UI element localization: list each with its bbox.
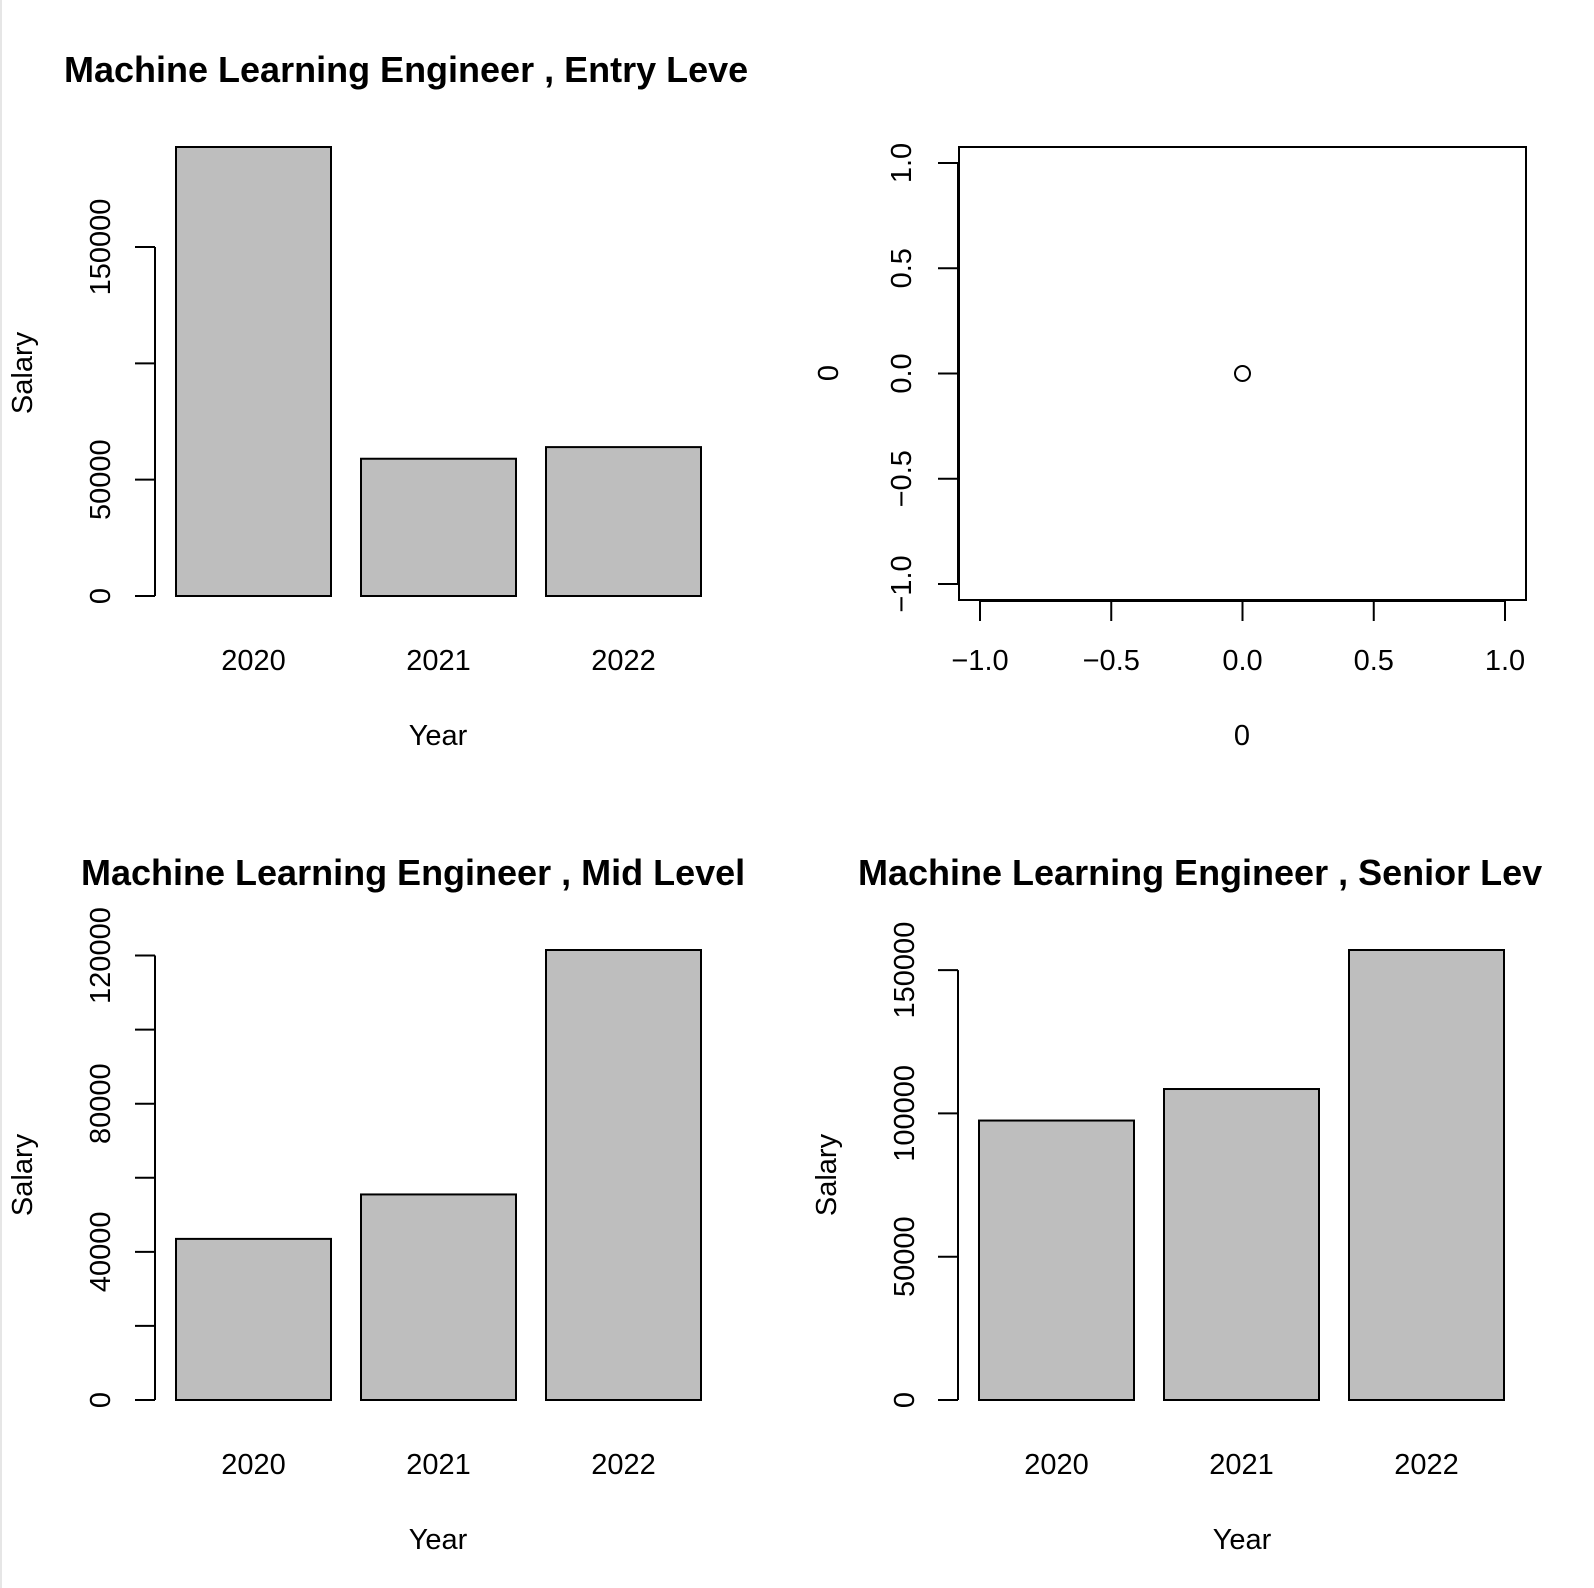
- y-tick-label: 40000: [85, 1212, 117, 1293]
- y-tick-label: 50000: [889, 1216, 921, 1297]
- bar-2020: [978, 1119, 1135, 1401]
- y-tick-label: 80000: [85, 1063, 117, 1144]
- x-tick-label: 2022: [591, 1449, 656, 1481]
- chart-title: Machine Learning Engineer , Entry Leve: [64, 49, 748, 90]
- x-tick-label: 2020: [1024, 1449, 1089, 1481]
- left-edge-divider: [0, 0, 2, 1588]
- x-tick-label: 2021: [406, 645, 471, 677]
- y-tick-label: 150000: [889, 922, 921, 1019]
- plot-frame: [958, 146, 1527, 601]
- chart-title: Machine Learning Engineer , Senior Lev: [858, 852, 1542, 893]
- x-axis-title: Year: [1213, 1524, 1272, 1556]
- chart-title: Machine Learning Engineer , Mid Level: [81, 852, 745, 893]
- x-tick-label: 2020: [221, 645, 286, 677]
- y-tick-label: −0.5: [886, 450, 918, 507]
- x-tick-label: 0.0: [1222, 645, 1262, 677]
- chart-panel-3: Machine Learning Engineer , Mid Level 202…: [7, 852, 745, 1556]
- x-axis-title: 0: [1234, 720, 1250, 752]
- x-tick-label: −0.5: [1083, 645, 1140, 677]
- bar-2021: [1163, 1088, 1320, 1401]
- data-point: [1234, 365, 1251, 382]
- bar-2020: [175, 1237, 332, 1402]
- x-tick-label: 2022: [591, 645, 656, 677]
- bar-2022: [545, 446, 702, 597]
- x-axis-title: Year: [409, 720, 468, 752]
- y-axis-title: Salary: [811, 1133, 843, 1216]
- y-tick-label: 100000: [889, 1065, 921, 1162]
- x-tick-label: 1.0: [1485, 645, 1525, 677]
- bar-2020: [175, 146, 332, 597]
- x-tick-label: 2022: [1394, 1449, 1459, 1481]
- x-tick-label: 2020: [221, 1449, 286, 1481]
- y-axis-title: Salary: [7, 1133, 39, 1216]
- x-tick-label: 2021: [406, 1449, 471, 1481]
- y-axis-title: 0: [813, 365, 845, 381]
- x-axis-title: Year: [409, 1524, 468, 1556]
- y-tick-label: 0.0: [886, 353, 918, 393]
- chart-panel-2: −1.0 −0.5 0.0 0.5 1.0 −1.0 −0.5 0.0 0.5 1.0 0 0: [813, 143, 1527, 752]
- bar-2021: [360, 457, 517, 597]
- x-tick-label: 0.5: [1354, 645, 1394, 677]
- bar-2021: [360, 1193, 517, 1402]
- y-tick-label: 0: [85, 588, 117, 604]
- chart-panel-4: Machine Learning Engineer , Senior Lev 20…: [811, 852, 1542, 1556]
- y-tick-label: 120000: [85, 907, 117, 1004]
- bar-2022: [545, 949, 702, 1401]
- bar-2022: [1348, 949, 1505, 1401]
- y-axis-title: Salary: [7, 331, 39, 414]
- x-tick-label: −1.0: [951, 645, 1008, 677]
- y-tick-label: 0: [85, 1392, 117, 1408]
- y-tick-label: 0.5: [886, 248, 918, 288]
- y-tick-label: 1.0: [886, 143, 918, 183]
- y-tick-label: 0: [889, 1392, 921, 1408]
- y-tick-label: −1.0: [886, 555, 918, 612]
- y-tick-label: 50000: [85, 439, 117, 520]
- chart-panel-1: Machine Learning Engineer , Entry Leve 20…: [7, 49, 748, 752]
- x-tick-label: 2021: [1209, 1449, 1274, 1481]
- y-tick-label: 150000: [85, 199, 117, 296]
